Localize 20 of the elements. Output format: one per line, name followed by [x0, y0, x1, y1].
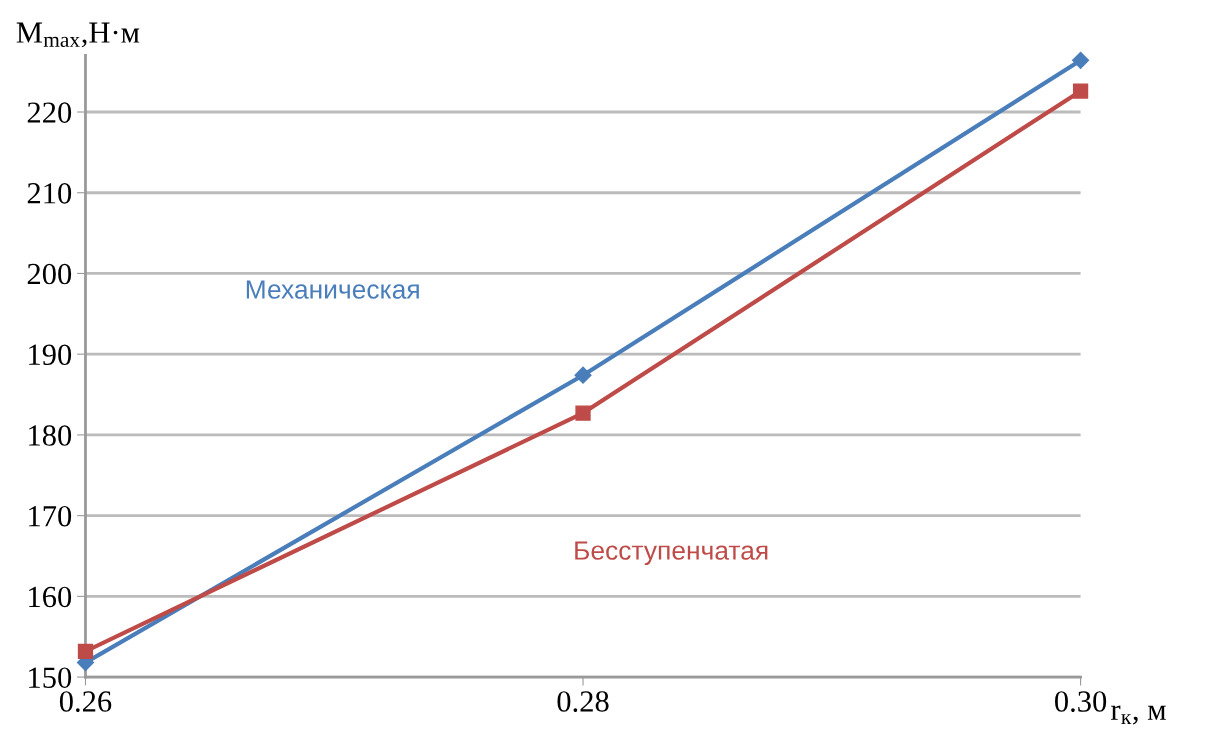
point	[77, 643, 94, 659]
y-tick-label: 180	[29, 425, 72, 446]
y-tick-label: 220	[27, 102, 72, 123]
x-axis-title: r$_{к}$, м	[1111, 705, 1166, 725]
point	[1072, 83, 1089, 99]
y-tick-label: 150	[29, 667, 72, 688]
y-tick-label: 160	[29, 586, 72, 608]
x-tick-label: 0.28	[557, 691, 609, 712]
y-tick-label: 210	[27, 183, 72, 204]
point	[575, 405, 591, 421]
x-tick-label: 0.26	[59, 691, 112, 712]
y-tick-label: 170	[29, 505, 72, 527]
point	[1072, 51, 1090, 69]
text: Бесступенчатая	[575, 541, 768, 566]
point	[574, 366, 592, 384]
y-axis-title: M$_{max}$,Н·м	[16, 22, 140, 48]
x-tick-label: 0.30	[1055, 691, 1107, 712]
y-tick-label: 200	[27, 263, 72, 285]
y-tick-label: 190	[29, 344, 72, 366]
text: Механическая	[246, 280, 419, 299]
